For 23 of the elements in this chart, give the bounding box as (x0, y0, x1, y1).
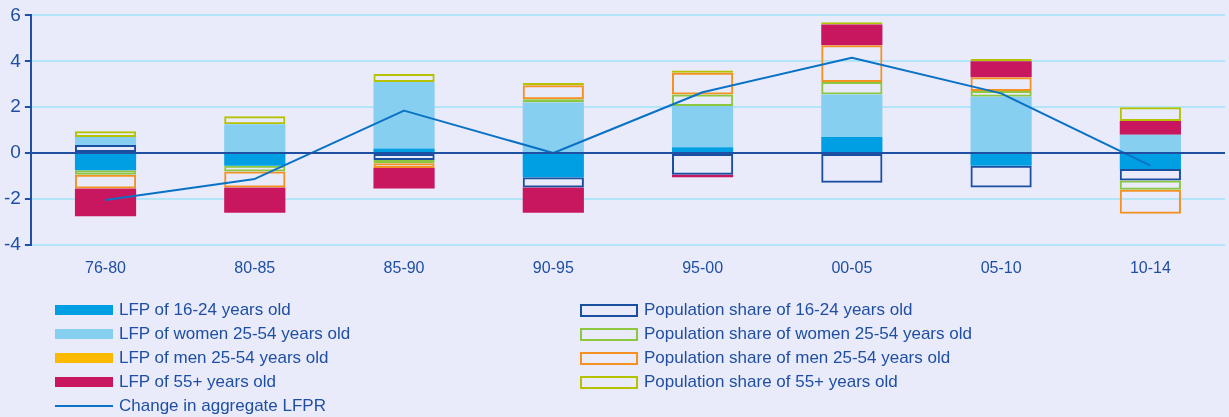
y-tick-label: 4 (10, 49, 22, 71)
x-tick-label: 10-14 (1129, 258, 1171, 276)
x-tick-label: 95-00 (682, 258, 724, 276)
legend-label: Population share of 55+ years old (644, 372, 898, 392)
y-tick-label: 0 (10, 141, 21, 163)
y-tick-label: 6 (10, 3, 21, 25)
legend-label: LFP of 16-24 years old (119, 300, 291, 320)
y-tick-label: -4 (3, 233, 22, 255)
x-tick-label: 90-95 (532, 258, 574, 276)
legend-label: Population share of men 25-54 years old (644, 348, 951, 368)
legend-label: LFP of men 25-54 years old (119, 348, 329, 368)
y-tick-label: 2 (10, 95, 21, 117)
x-tick-label: 80-85 (234, 258, 276, 276)
legend-label: Population share of 16-24 years old (644, 300, 913, 320)
legend-label: Change in aggregate LFPR (119, 396, 326, 416)
x-tick-label: 85-90 (383, 258, 425, 276)
legend-label: LFP of women 25-54 years old (119, 324, 351, 344)
legend-label: Population share of women 25-54 years old (644, 324, 972, 344)
legend-label: LFP of 55+ years old (119, 372, 277, 392)
x-tick-label: 05-10 (980, 258, 1022, 276)
x-tick-label: 76-80 (85, 258, 127, 276)
x-tick-label: 00-05 (831, 258, 873, 276)
y-tick-label: -2 (3, 187, 21, 209)
